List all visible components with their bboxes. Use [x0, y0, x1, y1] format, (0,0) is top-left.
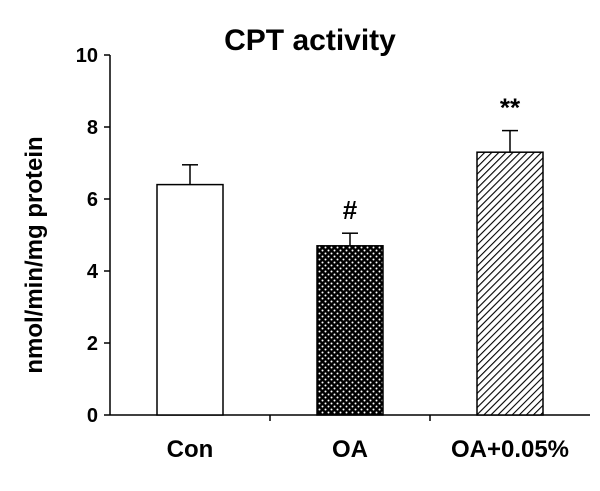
significance-annotations: # **	[343, 93, 521, 226]
y-tick-label: 2	[87, 333, 98, 355]
bar-oa-0-05-	[476, 151, 544, 416]
bar-oa	[316, 245, 384, 416]
y-tick-label: 6	[87, 189, 98, 211]
category-labels: Con OA OA+0.05%	[167, 436, 569, 463]
category-label: Con	[167, 436, 214, 463]
x-ticks	[269, 415, 431, 421]
significance-mark: #	[343, 195, 358, 225]
y-axis-label: nmol/min/mg protein	[21, 136, 48, 373]
y-tick-label: 10	[76, 45, 98, 67]
category-label: OA+0.05%	[451, 436, 569, 463]
bars	[156, 151, 544, 416]
y-tick-label: 8	[87, 117, 98, 139]
category-label: OA	[332, 436, 368, 463]
y-ticks: 0 2 4 6 8 10	[76, 45, 110, 427]
chart-title: CPT activity	[224, 24, 396, 57]
bar-con	[156, 183, 224, 416]
error-bars	[182, 129, 518, 246]
y-tick-label: 4	[87, 261, 99, 283]
significance-mark: **	[500, 93, 521, 123]
y-tick-label: 0	[87, 405, 98, 427]
